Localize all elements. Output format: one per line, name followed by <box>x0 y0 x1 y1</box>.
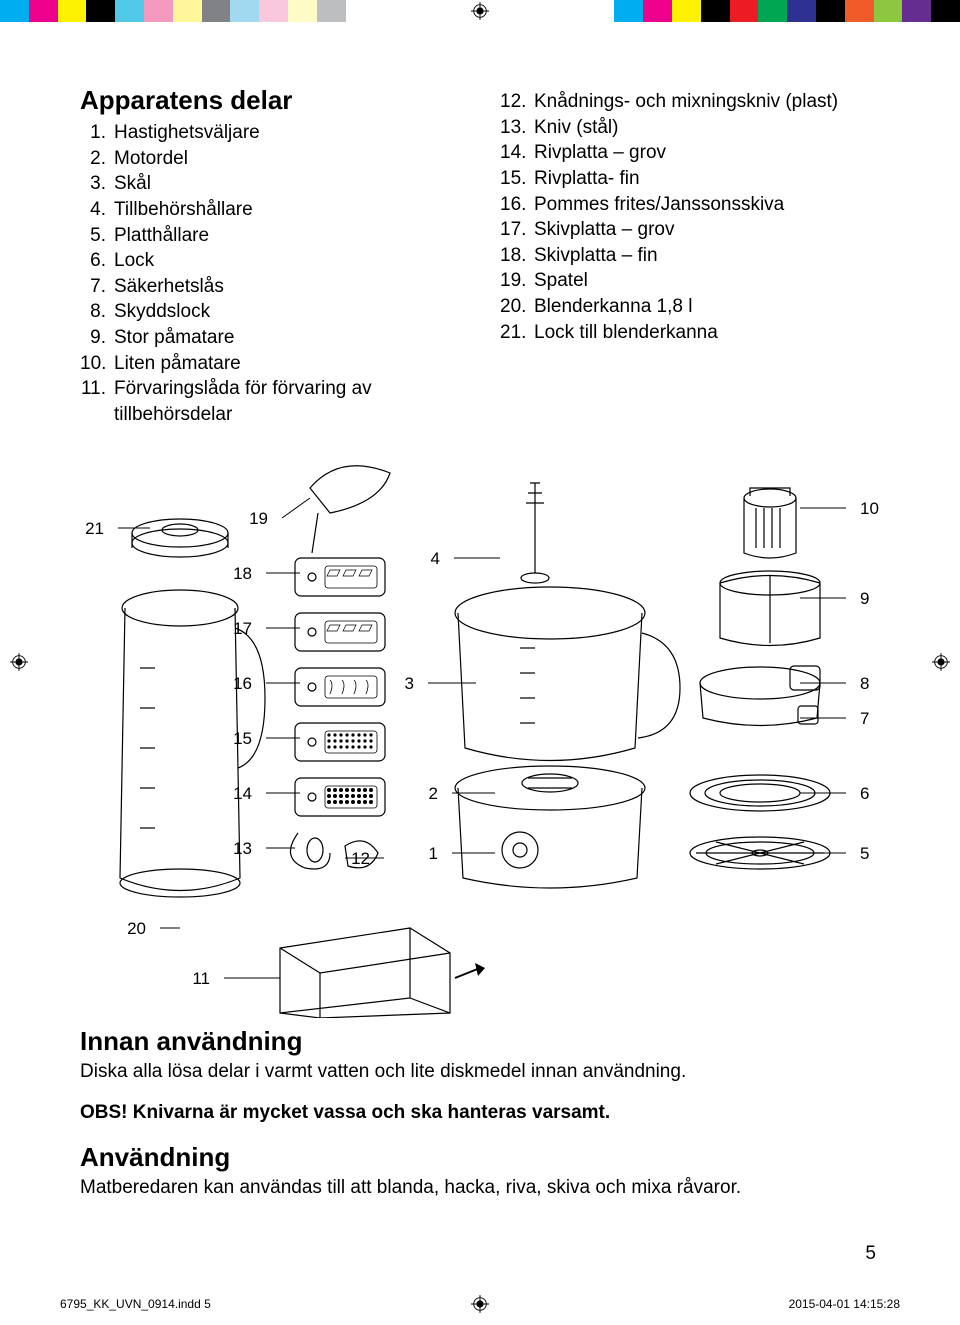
parts-list-item: 16.Pommes frites/Janssonsskiva <box>500 192 880 218</box>
svg-text:17: 17 <box>233 619 252 638</box>
registration-mark-top <box>471 2 489 20</box>
parts-list-item: 8.Skyddslock <box>80 299 460 325</box>
svg-text:18: 18 <box>233 564 252 583</box>
registration-mark-right <box>932 653 950 671</box>
parts-list-item: 9.Stor påmatare <box>80 325 460 351</box>
exploded-diagram: 212011191817161514131243211098765 <box>80 458 880 1018</box>
registration-mark-left <box>10 653 28 671</box>
svg-text:6: 6 <box>860 784 869 803</box>
page-number: 5 <box>865 1243 876 1265</box>
svg-text:3: 3 <box>405 674 414 693</box>
parts-list-item: 20.Blenderkanna 1,8 l <box>500 294 880 320</box>
parts-list-item: 12.Knådnings- och mixningskniv (plast) <box>500 89 880 115</box>
parts-list-item: 21.Lock till blenderkanna <box>500 320 880 346</box>
usage-heading: Användning <box>80 1142 880 1173</box>
parts-list-item: 15.Rivplatta- fin <box>500 166 880 192</box>
parts-list-item: 7.Säkerhetslås <box>80 274 460 300</box>
parts-list-item: 18.Skivplatta – fin <box>500 243 880 269</box>
parts-list-item: 1.Hastighetsväljare <box>80 120 460 146</box>
parts-list-item: 14.Rivplatta – grov <box>500 140 880 166</box>
svg-text:9: 9 <box>860 589 869 608</box>
parts-list-item: 2.Motordel <box>80 146 460 172</box>
svg-text:8: 8 <box>860 674 869 693</box>
svg-text:16: 16 <box>233 674 252 693</box>
before-use-heading: Innan användning <box>80 1026 880 1057</box>
parts-list-item: 6.Lock <box>80 248 460 274</box>
footer-timestamp: 2015-04-01 14:15:28 <box>789 1297 900 1311</box>
parts-heading: Apparatens delar <box>80 85 460 116</box>
parts-list-item: 19.Spatel <box>500 268 880 294</box>
svg-text:1: 1 <box>429 844 438 863</box>
svg-text:14: 14 <box>233 784 252 803</box>
parts-list-item: 11.Förvaringslåda för förvaring av tillb… <box>80 376 460 427</box>
parts-list-item: 3.Skål <box>80 171 460 197</box>
parts-list-item: 10.Liten påmatare <box>80 351 460 377</box>
svg-text:4: 4 <box>431 549 440 568</box>
parts-list-item: 13.Kniv (stål) <box>500 115 880 141</box>
svg-text:19: 19 <box>249 509 268 528</box>
parts-list-item: 5.Platthållare <box>80 223 460 249</box>
svg-text:20: 20 <box>127 919 146 938</box>
parts-list-left: 1.Hastighetsväljare2.Motordel3.Skål4.Til… <box>80 120 460 428</box>
svg-text:10: 10 <box>860 499 879 518</box>
parts-list-item: 17.Skivplatta – grov <box>500 217 880 243</box>
usage-text: Matberedaren kan användas till att bland… <box>80 1175 880 1201</box>
parts-list-right: 12.Knådnings- och mixningskniv (plast)13… <box>500 89 880 345</box>
parts-list-item: 4.Tillbehörshållare <box>80 197 460 223</box>
svg-text:21: 21 <box>85 519 104 538</box>
svg-text:5: 5 <box>860 844 869 863</box>
before-use-text: Diska alla lösa delar i varmt vatten och… <box>80 1059 880 1085</box>
footer-filename: 6795_KK_UVN_0914.indd 5 <box>60 1297 211 1311</box>
warning-text: OBS! Knivarna är mycket vassa och ska ha… <box>80 1102 880 1124</box>
print-footer: 6795_KK_UVN_0914.indd 5 2015-04-01 14:15… <box>60 1297 900 1311</box>
svg-text:7: 7 <box>860 709 869 728</box>
svg-text:13: 13 <box>233 839 252 858</box>
svg-text:15: 15 <box>233 729 252 748</box>
svg-text:2: 2 <box>429 784 438 803</box>
svg-text:12: 12 <box>351 849 370 868</box>
svg-text:11: 11 <box>192 969 210 988</box>
